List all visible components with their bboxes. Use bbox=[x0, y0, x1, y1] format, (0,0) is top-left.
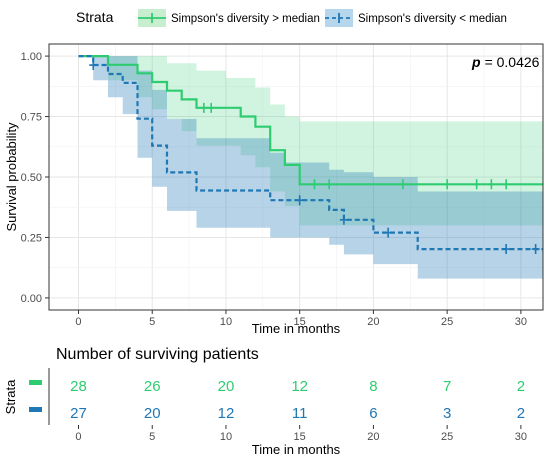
censor-mark-high bbox=[207, 102, 216, 113]
x-tick-label: 25 bbox=[441, 316, 453, 328]
risk-x-tick-label: 25 bbox=[441, 431, 453, 443]
risk-x-tick-label: 5 bbox=[149, 431, 155, 443]
y-tick-label: 0.75 bbox=[21, 112, 42, 124]
risk-x-tick-label: 10 bbox=[220, 431, 232, 443]
risk-table: Number of surviving patients Strata 28 26… bbox=[3, 346, 527, 457]
risk-count-high: 26 bbox=[144, 378, 161, 395]
x-axis-title: Time in months bbox=[252, 321, 341, 336]
censor-mark-high bbox=[487, 179, 496, 190]
risk-count-low: 6 bbox=[369, 405, 377, 422]
risk-count-high: 8 bbox=[369, 378, 377, 395]
censor-mark-high bbox=[325, 179, 334, 190]
p-value-text: = 0.0426 bbox=[485, 54, 540, 70]
risk-x-axis-title: Time in months bbox=[252, 442, 341, 457]
x-tick-label: 10 bbox=[220, 316, 232, 328]
x-tick-label: 5 bbox=[149, 316, 155, 328]
y-tick-label: 0.00 bbox=[21, 293, 42, 305]
legend-label-high: Simpson's diversity > median bbox=[171, 13, 320, 25]
censor-mark-high bbox=[443, 179, 452, 190]
risk-table-title: Number of surviving patients bbox=[56, 346, 259, 363]
y-tick-label: 1.00 bbox=[21, 51, 42, 63]
p-value-annotation: p = 0.0426 bbox=[471, 54, 540, 70]
risk-count-low: 20 bbox=[144, 405, 161, 422]
grid bbox=[49, 44, 543, 310]
risk-count-low: 3 bbox=[443, 405, 451, 422]
censor-mark-low bbox=[502, 244, 511, 255]
risk-row-key-high bbox=[29, 380, 42, 385]
x-tick-label: 15 bbox=[294, 316, 306, 328]
risk-count-low: 12 bbox=[218, 405, 235, 422]
risk-count-high: 20 bbox=[218, 378, 235, 395]
risk-x-tick-label: 20 bbox=[367, 431, 379, 443]
survival-line-low bbox=[78, 55, 543, 251]
survival-curves bbox=[78, 55, 543, 251]
y-axis-ticks: 0.00 0.25 0.50 0.75 1.00 bbox=[21, 51, 49, 305]
censor-mark-low bbox=[384, 227, 393, 238]
risk-count-low: 2 bbox=[517, 405, 525, 422]
ci-band-low bbox=[78, 56, 543, 279]
censor-mark-high bbox=[310, 179, 319, 190]
p-value-symbol: p bbox=[471, 54, 481, 70]
censor-mark-high bbox=[502, 179, 511, 190]
risk-x-tick-label: 0 bbox=[75, 431, 81, 443]
risk-row-key-low bbox=[29, 407, 42, 412]
risk-count-low: 11 bbox=[292, 405, 308, 422]
x-tick-label: 20 bbox=[367, 316, 379, 328]
censor-mark-high bbox=[398, 179, 407, 190]
risk-count-high: 7 bbox=[443, 378, 451, 395]
risk-count-high: 2 bbox=[517, 378, 525, 395]
survival-line-high bbox=[78, 55, 543, 186]
legend-label-low: Simpson's diversity < median bbox=[358, 13, 507, 25]
censor-marks bbox=[89, 60, 540, 255]
censor-mark-low bbox=[89, 60, 98, 71]
risk-count-low: 27 bbox=[70, 405, 87, 422]
x-tick-label: 0 bbox=[75, 316, 81, 328]
risk-values: 28 26 20 12 8 7 2 27 20 12 11 6 3 2 bbox=[70, 378, 525, 422]
x-axis-ticks: 0 5 10 15 20 25 30 bbox=[75, 310, 527, 328]
risk-x-ticks: 0 5 10 15 20 25 30 bbox=[75, 425, 527, 443]
risk-x-tick-label: 15 bbox=[294, 431, 306, 443]
risk-count-high: 12 bbox=[291, 378, 308, 395]
legend-title: Strata bbox=[76, 9, 114, 25]
censor-mark-low bbox=[295, 195, 304, 206]
risk-count-high: 28 bbox=[70, 378, 87, 395]
x-tick-label: 30 bbox=[515, 316, 527, 328]
censor-mark-high bbox=[199, 102, 208, 113]
y-axis-title: Survival probability bbox=[4, 122, 19, 232]
risk-x-tick-label: 30 bbox=[515, 431, 527, 443]
censor-mark-low bbox=[531, 244, 540, 255]
y-tick-label: 0.25 bbox=[21, 232, 42, 244]
y-tick-label: 0.50 bbox=[21, 172, 42, 184]
censor-mark-low bbox=[339, 214, 348, 225]
legend: Strata Simpson's diversity > median Simp… bbox=[76, 9, 507, 27]
risk-table-strata-label: Strata bbox=[3, 379, 18, 414]
censor-mark-high bbox=[472, 179, 481, 190]
km-plot: 0 5 10 15 20 25 30 0.00 0.25 0.50 0.75 1.00 p = 0.0… bbox=[4, 43, 544, 336]
